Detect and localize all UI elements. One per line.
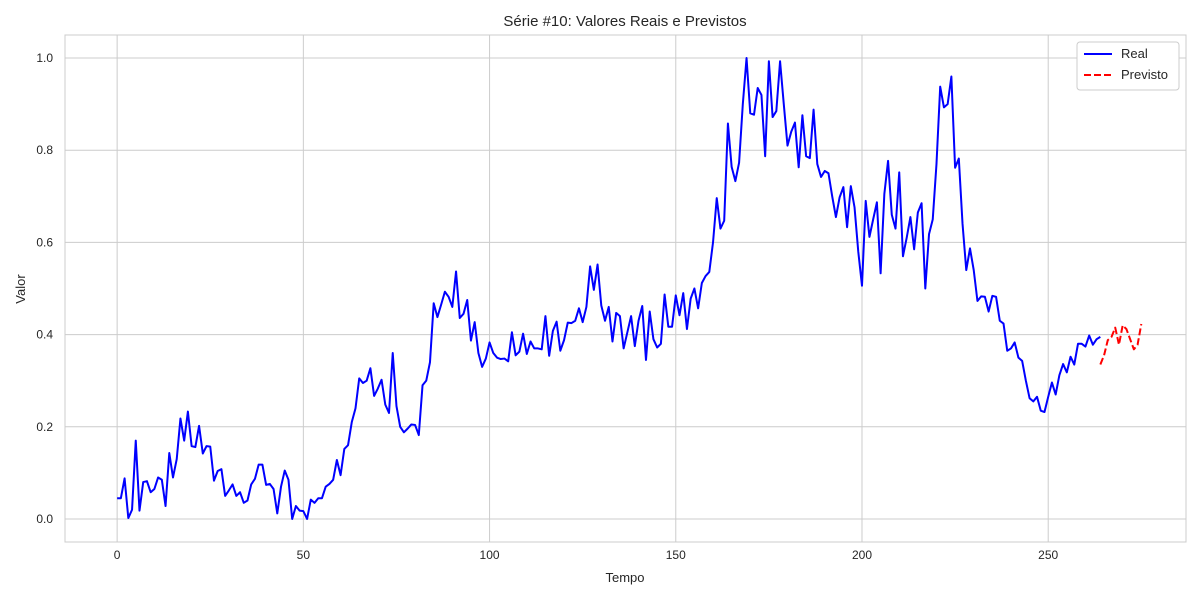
y-tick-label: 0.8 (36, 143, 53, 157)
chart-title: Série #10: Valores Reais e Previstos (503, 13, 746, 30)
x-tick-label: 200 (852, 548, 872, 562)
x-tick-label: 150 (666, 548, 686, 562)
x-tick-label: 50 (297, 548, 311, 562)
y-tick-labels: 0.0 0.2 0.4 0.6 0.8 1.0 (36, 51, 53, 526)
plot-area (64, 34, 1187, 543)
x-tick-labels: 0 50 100 150 200 250 (114, 548, 1059, 562)
x-tick-label: 100 (480, 548, 500, 562)
y-tick-label: 1.0 (36, 51, 53, 65)
y-tick-label: 0.6 (36, 235, 53, 249)
y-tick-label: 0.0 (36, 512, 53, 526)
grid-lines (65, 35, 1186, 542)
legend-previsto-label: Previsto (1121, 67, 1168, 82)
y-tick-label: 0.2 (36, 420, 53, 434)
series-line-real (117, 57, 1101, 520)
series-lines (117, 57, 1143, 520)
series-line-previsto (1099, 323, 1143, 365)
x-tick-label: 0 (114, 548, 121, 562)
legend-real-label: Real (1121, 46, 1148, 61)
y-axis-title: Valor (13, 274, 28, 304)
x-axis-title: Tempo (605, 570, 644, 585)
x-tick-label: 250 (1038, 548, 1058, 562)
legend: Real Previsto (1076, 41, 1180, 91)
y-tick-label: 0.4 (36, 328, 53, 342)
